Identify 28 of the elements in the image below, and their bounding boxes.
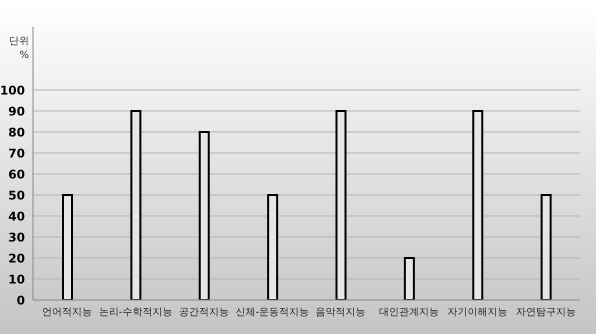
y-tick-label: 90 xyxy=(8,104,25,118)
x-tick-label: 자연탐구지능 xyxy=(516,307,576,318)
y-tick-label: 10 xyxy=(8,272,25,286)
y-tick-label: 50 xyxy=(8,188,25,202)
bar xyxy=(198,131,210,300)
x-tick-label: 자기이해지능 xyxy=(447,307,508,318)
y-axis-title: 단위 % xyxy=(9,36,29,61)
y-tick-label: 40 xyxy=(8,209,25,224)
bar xyxy=(472,110,484,300)
y-tick-label: 30 xyxy=(8,230,25,244)
bar xyxy=(267,194,278,300)
y-tick-label: 20 xyxy=(8,251,25,266)
x-tick-label: 언어적지능 xyxy=(42,307,92,318)
y-tick-label: 0 xyxy=(16,293,25,308)
x-tick-label: 음악적지능 xyxy=(316,307,366,318)
y-tick-label: 80 xyxy=(8,125,25,140)
y-tick-label: 100 xyxy=(0,83,25,98)
bar xyxy=(336,110,346,300)
bar xyxy=(404,257,415,300)
x-tick-label: 공간적지능 xyxy=(178,307,229,318)
bar xyxy=(130,110,142,300)
bar xyxy=(62,194,73,300)
y-tick-label: 70 xyxy=(8,146,25,160)
x-tick-label: 논리-수학적지능 xyxy=(98,307,172,318)
x-tick-label: 대인관계지능 xyxy=(379,307,440,318)
y-tick-label: 60 xyxy=(8,167,25,182)
bar xyxy=(540,194,552,300)
x-tick-label: 신체-운동적지능 xyxy=(236,307,310,318)
